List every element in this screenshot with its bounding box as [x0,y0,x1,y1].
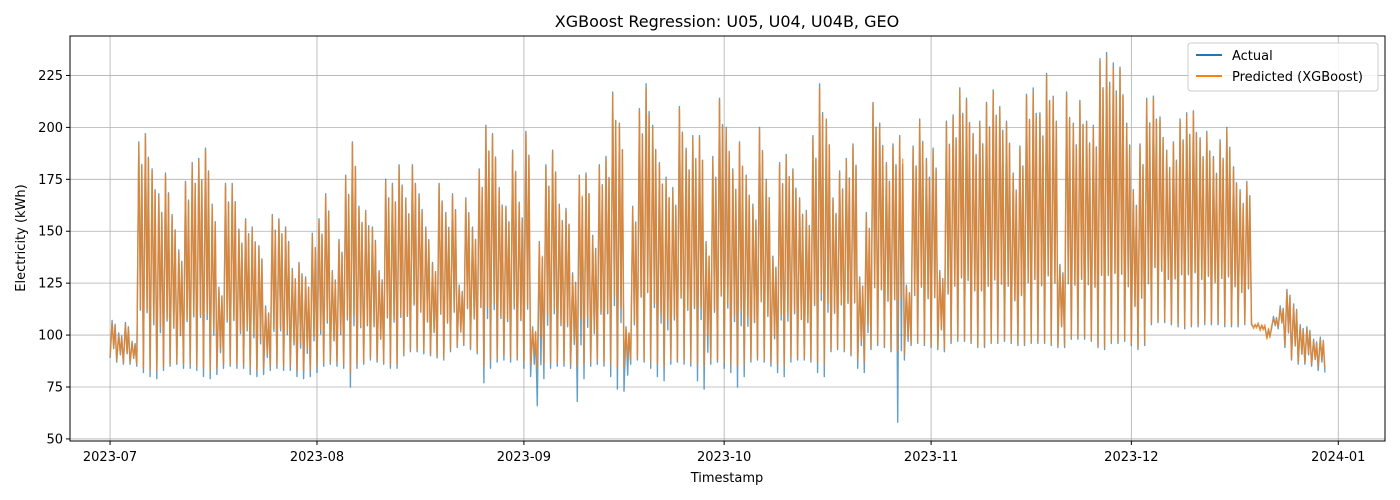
y-axis-title: Electricity (kWh) [14,184,29,291]
legend-box [1187,42,1379,92]
legend: Actual Predicted (XGBoost) [1187,42,1379,92]
series-predicted-line [109,56,1326,374]
x-tick-label: 2023-11 [904,450,958,465]
legend-label-predicted: Predicted (XGBoost) [1232,70,1363,85]
y-tick-label: 200 [38,121,63,136]
series-layer [109,51,1326,423]
y-tick-label: 225 [38,69,63,84]
y-tick-label: 150 [38,225,63,240]
x-tick-label: 2023-08 [290,450,344,465]
x-tick-label: 2023-10 [697,450,751,465]
x-tick-label: 2024-01 [1311,450,1365,465]
y-tick-label: 100 [38,329,63,344]
x-tick-label: 2023-09 [497,450,551,465]
y-tick-label: 50 [46,432,63,447]
y-axis: 50 75 100 125 150 175 200 225 [38,69,70,447]
x-tick-label: 2023-12 [1104,450,1158,465]
y-tick-label: 175 [38,173,63,188]
chart-title: XGBoost Regression: U05, U04, U04B, GEO [555,12,899,31]
legend-label-actual: Actual [1232,49,1273,64]
plot-frame [69,35,1386,442]
x-tick-label: 2023-07 [83,450,137,465]
y-tick-label: 75 [46,381,63,396]
y-tick-label: 125 [38,277,63,292]
x-axis: 2023-07 2023-08 2023-09 2023-10 2023-11 2023-… [83,441,1365,465]
x-axis-title: Timestamp [690,471,764,486]
